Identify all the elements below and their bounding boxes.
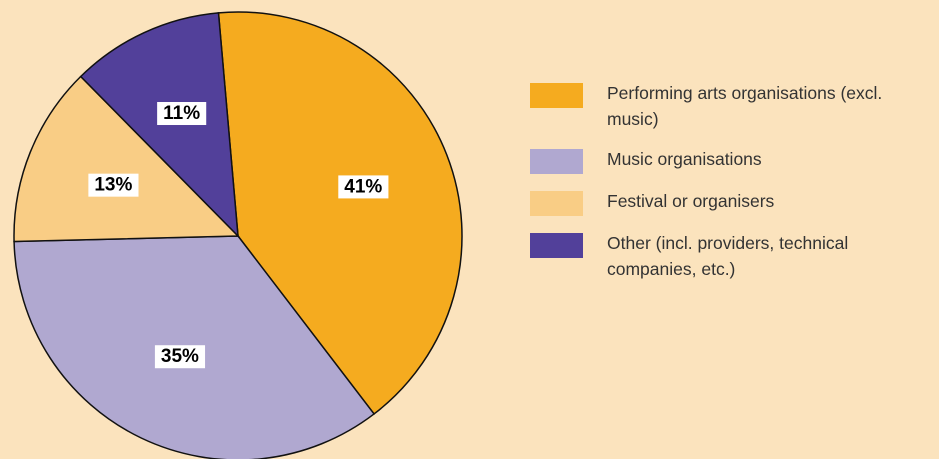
legend-item: Music organisations bbox=[530, 146, 935, 174]
legend-label: Performing arts organisations (excl. mus… bbox=[607, 83, 883, 129]
legend-swatch bbox=[530, 149, 583, 174]
legend-swatch bbox=[530, 83, 583, 108]
value-label-bg bbox=[88, 173, 139, 197]
legend-label: Festival or organisers bbox=[607, 191, 775, 211]
legend-item: Festival or organisers bbox=[530, 188, 935, 216]
legend: Performing arts organisations (excl. mus… bbox=[530, 80, 935, 296]
value-label-bg bbox=[154, 345, 206, 369]
legend-label: Music organisations bbox=[607, 149, 762, 169]
value-label-bg bbox=[157, 102, 207, 126]
legend-item: Performing arts organisations (excl. mus… bbox=[530, 80, 935, 132]
value-label: 13% bbox=[88, 173, 139, 197]
value-label-text: 11% bbox=[163, 103, 200, 124]
pie-slice bbox=[13, 75, 240, 243]
value-label-text: 41% bbox=[344, 176, 382, 197]
value-label-text: 13% bbox=[94, 175, 132, 196]
legend-swatch bbox=[530, 191, 583, 216]
legend-swatch bbox=[530, 233, 583, 258]
value-label-bg bbox=[338, 175, 389, 199]
value-label: 41% bbox=[338, 175, 389, 199]
pie-chart: 41% 35% 13% 11% bbox=[13, 11, 463, 459]
legend-label: Other (incl. providers, technical compan… bbox=[607, 233, 849, 279]
value-label: 35% bbox=[154, 345, 206, 369]
pie-slice bbox=[217, 11, 463, 416]
value-label: 11% bbox=[157, 102, 207, 126]
legend-item: Other (incl. providers, technical compan… bbox=[530, 230, 935, 282]
value-label-text: 35% bbox=[161, 346, 199, 367]
